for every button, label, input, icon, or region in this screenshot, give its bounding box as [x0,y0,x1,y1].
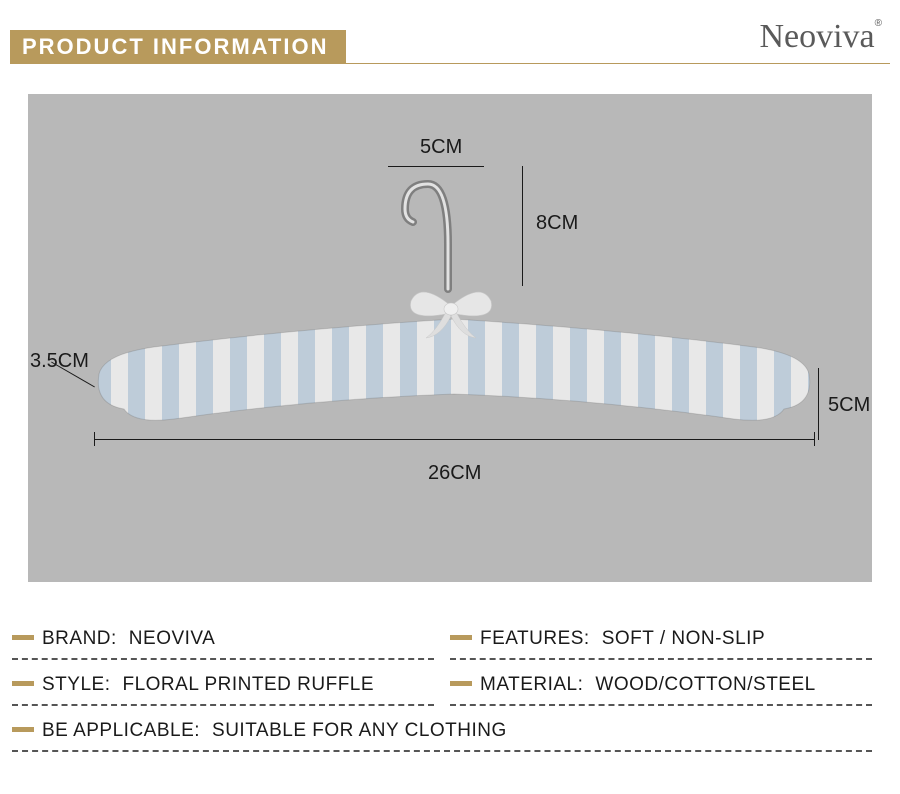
attr-label: BE APPLICABLE: [42,720,200,742]
attr-value: SOFT / NON-SLIP [602,628,765,650]
brand-name: Neoviva [759,18,874,55]
bullet-icon [12,635,34,640]
attr-features: FEATURES: SOFT / NON-SLIP [450,628,872,660]
attr-label: MATERIAL: [480,674,583,696]
bullet-icon [12,681,34,686]
attr-value: FLORAL PRINTED RUFFLE [122,674,374,696]
dim-total-width-label: 26CM [428,462,481,485]
attr-value: WOOD/COTTON/STEEL [595,674,815,696]
dim-hook-width-label: 5CM [420,136,462,159]
product-attributes: BRAND: NEOVIVA FEATURES: SOFT / NON-SLIP… [12,628,872,752]
bullet-icon [12,727,34,732]
bullet-icon [450,681,472,686]
attr-row: BRAND: NEOVIVA FEATURES: SOFT / NON-SLIP [12,628,872,660]
header: PRODUCT INFORMATION Neoviva® [0,18,900,64]
bullet-icon [450,635,472,640]
attr-applicable: BE APPLICABLE: SUITABLE FOR ANY CLOTHING [12,720,872,752]
brand-logo: Neoviva® [759,18,882,56]
product-diagram: 5CM 8CM 3.5CM 5CM 26CM [28,94,872,582]
hanger-hook-icon [393,164,483,294]
hanger-bow-icon [406,286,496,346]
attr-label: BRAND: [42,628,117,650]
attr-row: BE APPLICABLE: SUITABLE FOR ANY CLOTHING [12,720,872,752]
dim-hook-height-label: 8CM [536,212,578,235]
attr-material: MATERIAL: WOOD/COTTON/STEEL [450,674,872,706]
brand-mark: ® [875,18,882,29]
attr-label: STYLE: [42,674,110,696]
dim-end-left-label: 3.5CM [30,350,89,373]
attr-value: NEOVIVA [129,628,216,650]
attr-brand: BRAND: NEOVIVA [12,628,434,660]
attr-value: SUITABLE FOR ANY CLOTHING [212,720,507,742]
dim-end-right-label: 5CM [828,394,870,417]
attr-label: FEATURES: [480,628,590,650]
dim-end-right-line [818,368,819,440]
dim-total-width-line [94,439,814,440]
attr-style: STYLE: FLORAL PRINTED RUFFLE [12,674,434,706]
dim-hook-height-line [522,166,523,286]
dim-total-right-tick [814,432,815,446]
page-title: PRODUCT INFORMATION [10,30,346,64]
attr-row: STYLE: FLORAL PRINTED RUFFLE MATERIAL: W… [12,674,872,706]
